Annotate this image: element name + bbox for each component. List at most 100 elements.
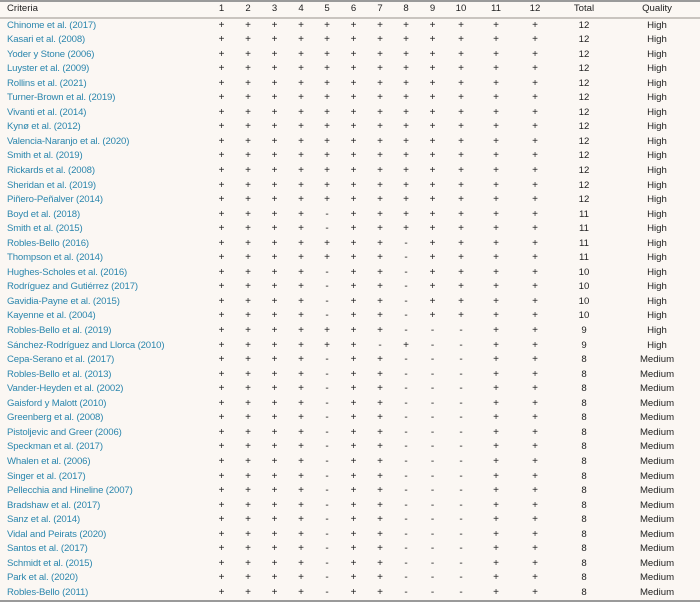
- study-link[interactable]: Sheridan et al. (2019): [7, 179, 96, 191]
- header-total: Total: [554, 1, 614, 19]
- criterion-mark: +: [532, 586, 538, 598]
- study-link[interactable]: Chinome et al. (2017): [7, 19, 97, 31]
- criterion-mark: +: [245, 310, 251, 322]
- study-link[interactable]: Smith et al. (2019): [7, 150, 83, 162]
- study-link[interactable]: Robles-Bello et al. (2013): [7, 368, 112, 380]
- study-link[interactable]: Cepa-Serano et al. (2017): [7, 354, 115, 366]
- quality-rating: Medium: [639, 412, 675, 424]
- criterion-mark: -: [325, 470, 329, 482]
- study-link[interactable]: Robles-Bello (2011): [7, 586, 89, 598]
- criterion-mark: +: [298, 63, 304, 75]
- study-link[interactable]: Robles-Bello (2016): [7, 237, 89, 249]
- header-criterion-4: 4: [288, 1, 314, 19]
- criterion-mark: +: [245, 150, 251, 162]
- total-score: 10: [578, 295, 590, 307]
- study-link[interactable]: Singer et al. (2017): [7, 470, 86, 482]
- table-row: Robles-Bello et al. (2013) + + + + - + + - - - + +8 M…: [0, 368, 700, 383]
- study-link[interactable]: Pellecchia and Hineline (2007): [7, 485, 133, 497]
- quality-rating: High: [647, 223, 667, 235]
- study-link[interactable]: Sánchez-Rodríguez and Llorca (2010): [7, 339, 165, 351]
- study-link[interactable]: Kayenne et al. (2004): [7, 310, 96, 322]
- criterion-mark: +: [377, 325, 383, 337]
- total-score: 8: [581, 383, 587, 395]
- study-link[interactable]: Piñero-Peñalver (2014): [7, 194, 103, 206]
- criterion-mark: +: [493, 121, 499, 133]
- criterion-mark: +: [298, 397, 304, 409]
- total-score: 12: [578, 194, 590, 206]
- criterion-mark: +: [377, 19, 383, 31]
- quality-rating: High: [647, 106, 667, 118]
- criterion-mark: +: [403, 339, 409, 351]
- study-link[interactable]: Thompson et al. (2014): [7, 252, 103, 264]
- criterion-mark: -: [325, 266, 329, 278]
- study-link[interactable]: Schmidt et al. (2015): [7, 557, 93, 569]
- criterion-mark: +: [429, 208, 436, 220]
- criterion-mark: +: [218, 223, 225, 235]
- criterion-mark: +: [218, 63, 225, 75]
- criterion-mark: +: [298, 368, 304, 380]
- criterion-mark: +: [493, 77, 499, 89]
- study-link[interactable]: Bradshaw et al. (2017): [7, 499, 101, 511]
- study-link[interactable]: Sanz et al. (2014): [7, 514, 81, 526]
- study-link[interactable]: Rodríguez and Gutiérrez (2017): [7, 281, 138, 293]
- study-link[interactable]: Park et al. (2020): [7, 572, 78, 584]
- study-link[interactable]: Rollins et al. (2021): [7, 77, 87, 89]
- criterion-mark: +: [350, 397, 357, 409]
- criterion-mark: +: [298, 339, 304, 351]
- criterion-mark: +: [324, 150, 330, 162]
- study-link[interactable]: Hughes-Scholes et al. (2016): [7, 266, 128, 278]
- criterion-mark: +: [429, 121, 436, 133]
- criterion-mark: +: [271, 48, 278, 60]
- criterion-mark: +: [218, 150, 225, 162]
- criterion-mark: -: [430, 339, 435, 351]
- study-link[interactable]: Luyster et al. (2009): [7, 63, 90, 75]
- criterion-mark: +: [218, 179, 225, 191]
- criterion-mark: +: [271, 426, 278, 438]
- study-link[interactable]: Rickards et al. (2008): [7, 165, 95, 177]
- criterion-mark: -: [404, 557, 408, 569]
- study-link[interactable]: Whalen et al. (2006): [7, 455, 91, 467]
- study-link[interactable]: Greenberg et al. (2008): [7, 412, 104, 424]
- criterion-mark: +: [298, 150, 304, 162]
- table-row: Gaisford y Malott (2010) + + + + - + + - - - + +8 Med…: [0, 397, 700, 412]
- criterion-mark: +: [493, 63, 499, 75]
- criterion-mark: +: [350, 339, 357, 351]
- criterion-mark: +: [245, 441, 251, 453]
- study-link[interactable]: Kynø et al. (2012): [7, 121, 81, 133]
- criterion-mark: +: [377, 77, 383, 89]
- table-row: Vander-Heyden et al. (2002) + + + + - + + - - - + +8…: [0, 382, 700, 397]
- quality-rating: Medium: [639, 383, 675, 395]
- criterion-mark: +: [298, 106, 304, 118]
- criterion-mark: +: [271, 528, 278, 540]
- study-link[interactable]: Smith et al. (2015): [7, 223, 83, 235]
- study-link[interactable]: Turner-Brown et al. (2019): [7, 92, 116, 104]
- study-link[interactable]: Vivanti et al. (2014): [7, 106, 87, 118]
- criterion-mark: +: [532, 441, 538, 453]
- table-row: Robles-Bello (2011) + + + + - + + - - - + +8 Medium: [0, 586, 700, 602]
- study-link[interactable]: Robles-Bello et al. (2019): [7, 325, 112, 337]
- table-row: Singer et al. (2017) + + + + - + + - - - + +8 Medium: [0, 470, 700, 485]
- study-link[interactable]: Santos et al. (2017): [7, 543, 88, 555]
- criterion-mark: -: [325, 485, 329, 497]
- table-row: Cepa-Serano et al. (2017) + + + + - + + - - - + +8 Me…: [0, 353, 700, 368]
- study-link[interactable]: Vander-Heyden et al. (2002): [7, 383, 124, 395]
- quality-rating: High: [647, 325, 667, 337]
- study-link[interactable]: Yoder y Stone (2006): [7, 48, 95, 60]
- study-link[interactable]: Vidal and Peirats (2020): [7, 528, 107, 540]
- study-link[interactable]: Kasari et al. (2008): [7, 34, 86, 46]
- study-link[interactable]: Valencia-Naranjo et al. (2020): [7, 135, 130, 147]
- study-link[interactable]: Gavidia-Payne et al. (2015): [7, 295, 120, 307]
- quality-rating: High: [647, 208, 667, 220]
- quality-rating: High: [647, 121, 667, 133]
- criterion-mark: +: [298, 499, 304, 511]
- quality-rating: High: [647, 150, 667, 162]
- study-link[interactable]: Boyd et al. (2018): [7, 208, 81, 220]
- study-link[interactable]: Speckman et al. (2017): [7, 441, 103, 453]
- study-link[interactable]: Pistoljevic and Greer (2006): [7, 426, 122, 438]
- table-row: Pellecchia and Hineline (2007) + + + + - + + - - -…: [0, 484, 700, 499]
- table-row: Chinome et al. (2017) + + + + + + + + + + + +12 High: [0, 18, 700, 34]
- study-link[interactable]: Gaisford y Malott (2010): [7, 397, 107, 409]
- criterion-mark: +: [458, 252, 464, 264]
- total-score: 8: [581, 528, 587, 540]
- criterion-mark: +: [218, 252, 225, 264]
